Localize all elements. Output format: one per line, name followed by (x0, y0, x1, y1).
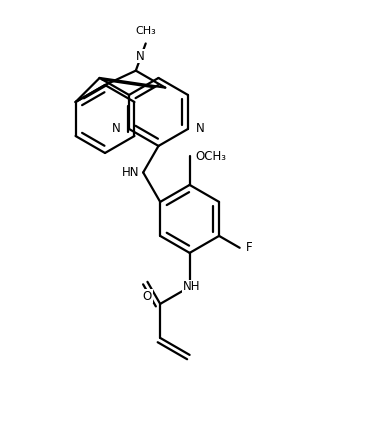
Text: N: N (135, 50, 144, 63)
Text: CH₃: CH₃ (135, 27, 156, 36)
Text: OCH₃: OCH₃ (196, 150, 227, 163)
Text: HN: HN (122, 166, 139, 179)
Text: F: F (246, 241, 252, 254)
Text: N: N (196, 123, 205, 135)
Text: O: O (143, 290, 152, 303)
Text: N: N (112, 123, 121, 135)
Text: NH: NH (183, 281, 200, 293)
